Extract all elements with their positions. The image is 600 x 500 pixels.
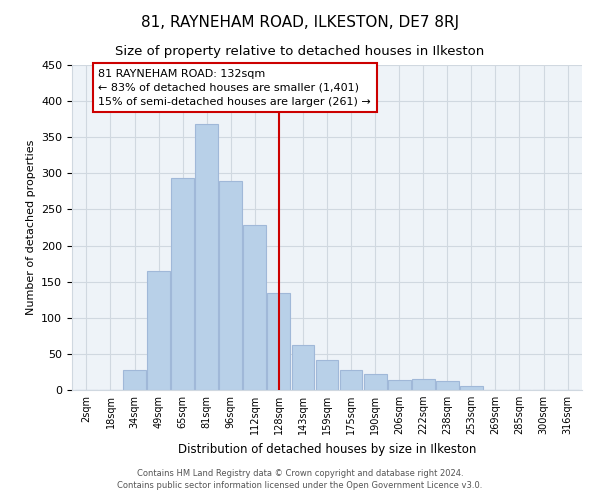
Bar: [147, 271, 170, 390]
Text: 81, RAYNEHAM ROAD, ILKESTON, DE7 8RJ: 81, RAYNEHAM ROAD, ILKESTON, DE7 8RJ: [141, 15, 459, 30]
Bar: [195, 124, 218, 390]
Bar: [316, 360, 338, 390]
Bar: [268, 293, 290, 390]
Text: Size of property relative to detached houses in Ilkeston: Size of property relative to detached ho…: [115, 45, 485, 58]
Bar: [436, 382, 459, 390]
Bar: [340, 370, 362, 390]
Text: Contains HM Land Registry data © Crown copyright and database right 2024.
Contai: Contains HM Land Registry data © Crown c…: [118, 468, 482, 490]
Bar: [412, 379, 434, 390]
Bar: [123, 370, 146, 390]
Bar: [364, 374, 386, 390]
Y-axis label: Number of detached properties: Number of detached properties: [26, 140, 35, 315]
Bar: [244, 224, 266, 390]
X-axis label: Distribution of detached houses by size in Ilkeston: Distribution of detached houses by size …: [178, 442, 476, 456]
Bar: [292, 345, 314, 390]
Bar: [220, 182, 242, 390]
Bar: [388, 380, 410, 390]
Text: 81 RAYNEHAM ROAD: 132sqm
← 83% of detached houses are smaller (1,401)
15% of sem: 81 RAYNEHAM ROAD: 132sqm ← 83% of detach…: [98, 68, 371, 106]
Bar: [460, 386, 483, 390]
Bar: [171, 178, 194, 390]
